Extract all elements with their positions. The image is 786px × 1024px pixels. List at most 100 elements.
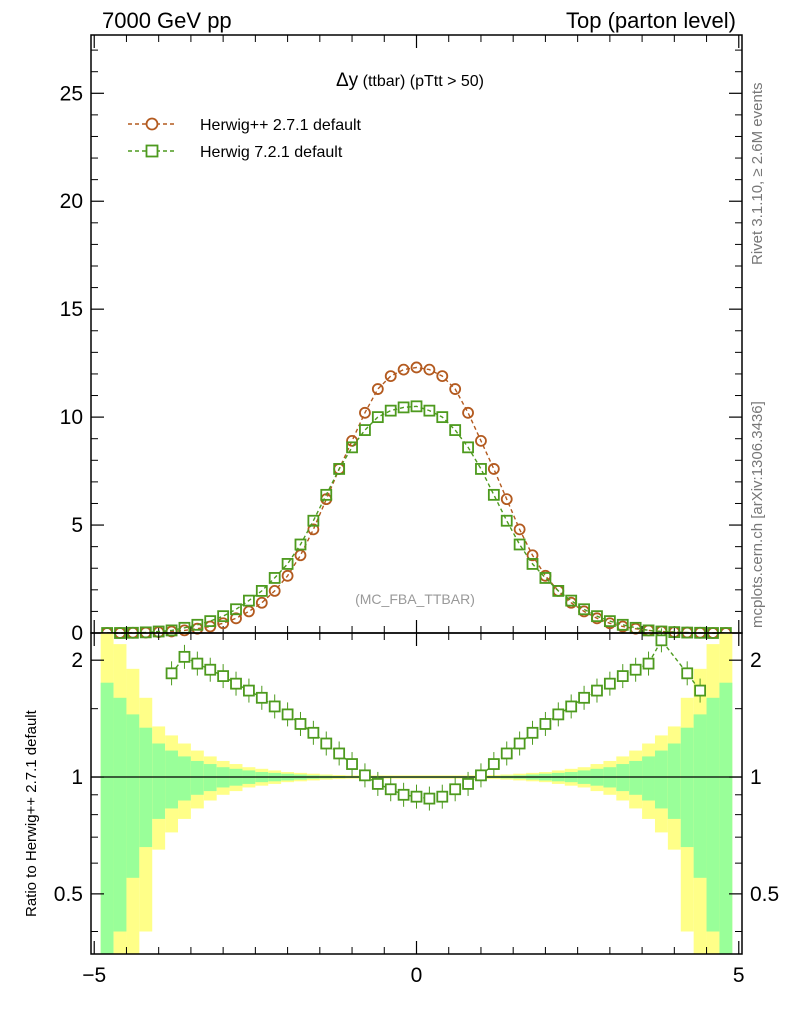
ratio-plot-panel: 0.5 0.5 1 1 2 2 −5 0 5 Ratio to Herwig++ 2.7.1 d…: [23, 628, 779, 987]
green-band-bin: [113, 697, 127, 932]
data-point-herwig7: [255, 585, 268, 597]
x-tick-label: 5: [733, 964, 745, 987]
series-line-1: [107, 405, 726, 634]
ratio-point: [500, 747, 513, 760]
ratio-point: [359, 769, 371, 782]
y-tick-label: 10: [60, 406, 83, 429]
ratio-point: [552, 708, 565, 721]
ratio-point: [204, 663, 217, 676]
ratio-point: [371, 778, 384, 790]
green-band-bin: [667, 743, 681, 819]
green-band-bin: [139, 727, 153, 848]
ratio-point: [346, 758, 358, 770]
data-point-herwigpp: [475, 434, 487, 447]
data-point-herwig7: [204, 615, 217, 628]
ratio-y-tick-label-right: 1: [750, 766, 762, 789]
ratio-point: [178, 650, 191, 663]
green-band-bin: [178, 756, 191, 801]
main-plot-panel: 5 10 15 20 25 0 Δy (ttbar) (pTtt > 50) (MC_FB…: [60, 34, 743, 645]
ratio-point: [165, 667, 178, 680]
ratio-point: [397, 788, 410, 801]
y-tick-label: 20: [60, 190, 83, 213]
legend: Herwig++ 2.7.1 default Herwig 7.2.1 defa…: [128, 117, 362, 161]
data-point-herwigpp: [294, 549, 307, 562]
ratio-series-layer: [165, 628, 707, 811]
data-point-herwig7: [423, 404, 436, 417]
data-point-herwig7: [526, 558, 539, 570]
data-point-herwig7: [333, 463, 346, 475]
ratio-point: [436, 790, 449, 803]
data-point-herwig7: [436, 411, 449, 424]
ratio-point: [591, 684, 603, 697]
data-point-herwigpp: [449, 383, 462, 395]
data-point-herwigpp: [500, 493, 513, 506]
ratio-point: [629, 663, 642, 676]
ratio-point: [526, 726, 539, 739]
green-band-bin: [680, 727, 694, 848]
data-point-herwigpp: [243, 605, 255, 618]
mcplots-url-label: mcplots.cern.ch [arXiv:1306.3436]: [749, 401, 766, 628]
ratio-point: [462, 778, 474, 790]
ratio-point: [333, 747, 346, 760]
ratio-point: [423, 792, 436, 805]
main-plot-frame: [90, 34, 743, 634]
green-band-bin: [126, 714, 140, 878]
ratio-point: [230, 677, 242, 690]
data-point-herwig7: [462, 441, 474, 454]
data-point-herwig7: [616, 618, 629, 631]
data-point-herwig7: [539, 572, 552, 584]
data-point-herwig7: [397, 401, 410, 414]
ratio-point: [191, 657, 204, 670]
data-point-herwigpp: [513, 523, 526, 536]
green-band-bin: [706, 697, 720, 932]
legend-marker-herwig7: [145, 144, 159, 158]
data-point-herwig7: [552, 585, 565, 597]
header-right-label: Top (parton level): [566, 8, 736, 33]
data-point-herwig7: [475, 463, 487, 475]
data-point-herwig7: [307, 514, 320, 527]
green-band-bin: [152, 743, 166, 819]
green-band-bin: [693, 714, 707, 878]
y-tick-label: 25: [60, 82, 83, 105]
data-point-herwigpp: [230, 612, 242, 625]
x-tick-label: 0: [411, 964, 423, 987]
ratio-point: [294, 718, 307, 730]
y-tick-label: 0: [71, 622, 83, 645]
data-point-herwig7: [578, 603, 590, 616]
rivet-version-label: Rivet 3.1.10, ≥ 2.6M events: [749, 83, 766, 266]
ratio-y-tick-label: 2: [71, 649, 83, 672]
data-point-herwig7: [565, 594, 578, 607]
x-tick-label: −5: [82, 964, 106, 987]
data-point-herwig7: [346, 441, 358, 454]
green-band-bin: [165, 750, 179, 809]
main-axis-ticks: 5 10 15 20 25 0: [60, 35, 742, 645]
ratio-point: [268, 700, 281, 713]
legend-label-herwig7: Herwig 7.2.1 default: [200, 144, 343, 161]
data-point-herwig7: [487, 488, 500, 501]
green-band-bin: [642, 756, 655, 801]
ratio-point: [307, 726, 320, 739]
ratio-y-axis-label: Ratio to Herwig++ 2.7.1 default: [23, 709, 40, 917]
data-point-herwigpp: [423, 363, 436, 376]
ratio-point: [475, 769, 487, 782]
green-band-bin: [100, 682, 114, 954]
plot-title-symbol: Δy: [336, 70, 359, 91]
data-point-herwigpp: [462, 406, 474, 419]
ratio-y-tick-label-right: 0.5: [750, 883, 779, 906]
green-band-bin: [719, 682, 733, 954]
ratio-point: [642, 657, 655, 670]
plot-title-text: (ttbar) (pTtt > 50): [358, 73, 484, 90]
data-point-herwigpp: [397, 363, 410, 376]
ratio-y-tick-label-right: 2: [750, 649, 762, 672]
data-point-herwigpp: [346, 434, 358, 447]
main-series-layer: [101, 361, 732, 639]
data-point-herwigpp: [384, 370, 397, 382]
data-point-herwigpp: [281, 569, 294, 582]
ratio-axis-ticks: 0.5 0.5 1 1 2 2 −5 0 5: [54, 633, 779, 987]
ratio-point: [410, 790, 423, 803]
data-point-herwig7: [591, 610, 603, 623]
ratio-point: [217, 670, 230, 682]
ratio-point: [694, 684, 707, 697]
series-line-0: [107, 366, 726, 634]
legend-label-herwigpp: Herwig++ 2.7.1 default: [200, 117, 362, 134]
